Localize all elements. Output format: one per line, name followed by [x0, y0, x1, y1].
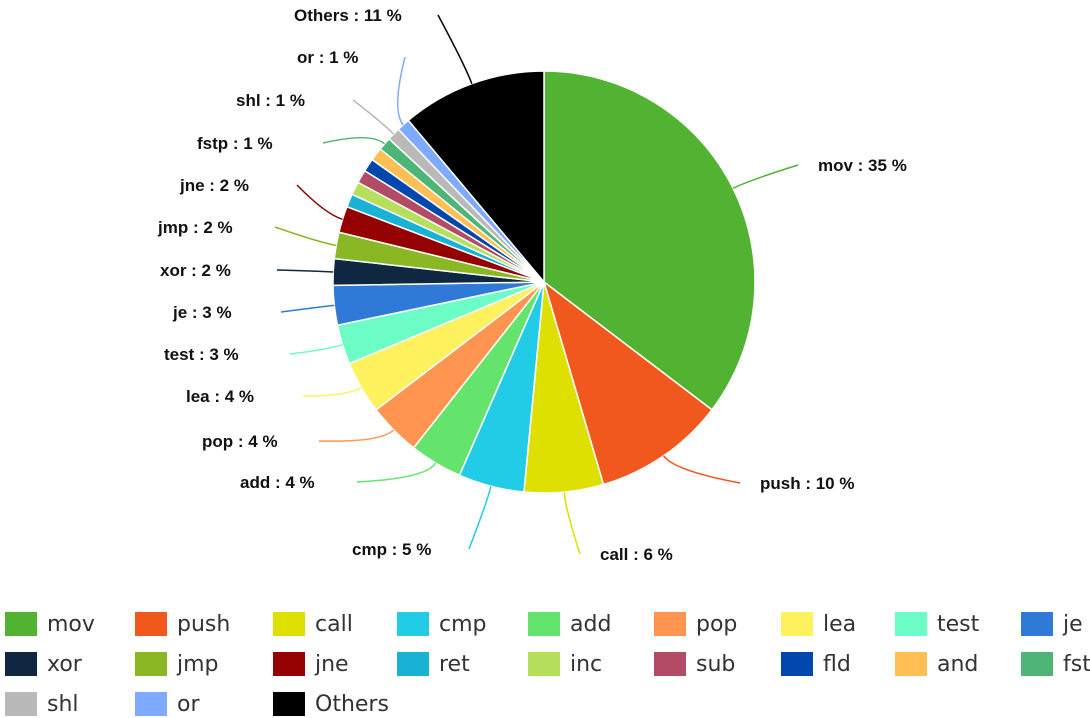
legend-item-push[interactable]: push [135, 610, 230, 638]
legend-swatch [397, 652, 429, 676]
legend-item-others[interactable]: Others [273, 690, 389, 718]
legend-item-sub[interactable]: sub [654, 650, 735, 678]
legend-label: push [177, 611, 231, 637]
legend-item-shl[interactable]: shl [5, 690, 79, 718]
legend-label: sub [696, 651, 736, 677]
legend-item-and[interactable]: and [895, 650, 978, 678]
slice-connector-call [563, 491, 581, 555]
legend-swatch [781, 612, 813, 636]
legend-item-pop[interactable]: pop [654, 610, 737, 638]
pie-slice-others [407, 70, 545, 285]
slice-connector-jmp [274, 226, 337, 247]
slice-label-lea: lea : 4 % [186, 387, 254, 406]
legend-label: test [937, 611, 980, 637]
legend-label: fld [823, 651, 851, 677]
legend-label: jmp [177, 651, 219, 677]
legend-item-ret[interactable]: ret [397, 650, 470, 678]
legend-item-jmp[interactable]: jmp [135, 650, 219, 678]
legend-label: or [177, 691, 200, 717]
slice-connector-fstp [322, 136, 385, 145]
legend-label: fstp [1063, 651, 1090, 677]
slice-label-add: add : 4 % [240, 473, 315, 492]
slice-connector-test [289, 343, 343, 355]
slice-connector-add [356, 462, 437, 483]
legend-swatch [895, 652, 927, 676]
legend-swatch [528, 612, 560, 636]
legend-swatch [528, 652, 560, 676]
legend-item-or[interactable]: or [135, 690, 200, 718]
slice-connector-je [280, 304, 335, 313]
slice-label-push: push : 10 % [760, 474, 854, 493]
legend-item-fstp[interactable]: fstp [1021, 650, 1090, 678]
slice-connector-others [437, 14, 473, 84]
legend-label: and [937, 651, 979, 677]
legend-swatch [273, 692, 305, 716]
slice-connector-mov [732, 164, 799, 189]
slice-connector-pop [318, 429, 395, 442]
legend-item-cmp[interactable]: cmp [397, 610, 487, 638]
slice-label-test: test : 3 % [164, 345, 239, 364]
legend-item-add[interactable]: add [528, 610, 611, 638]
slice-label-xor: xor : 2 % [160, 261, 231, 280]
legend-label: ret [439, 651, 470, 677]
legend-item-xor[interactable]: xor [5, 650, 82, 678]
legend-swatch [895, 612, 927, 636]
slice-connector-lea [302, 386, 362, 397]
legend-swatch [135, 692, 167, 716]
slice-label-cmp: cmp : 5 % [352, 540, 431, 559]
legend-item-jne[interactable]: jne [273, 650, 349, 678]
legend-swatch [135, 612, 167, 636]
legend-swatch [781, 652, 813, 676]
slice-connector-or [396, 56, 406, 126]
legend-swatch [397, 612, 429, 636]
legend-label: jne [315, 651, 349, 677]
legend-item-call[interactable]: call [273, 610, 353, 638]
pie-slice-mov [543, 70, 756, 411]
legend-swatch [273, 612, 305, 636]
legend-item-fld[interactable]: fld [781, 650, 851, 678]
slice-connector-push [662, 455, 741, 484]
legend-swatch [273, 652, 305, 676]
legend-item-je[interactable]: je [1021, 610, 1083, 638]
slice-label-jmp: jmp : 2 % [157, 218, 233, 237]
slice-label-call: call : 6 % [600, 545, 673, 564]
slice-label-shl: shl : 1 % [236, 91, 305, 110]
legend-swatch [5, 612, 37, 636]
legend-item-lea[interactable]: lea [781, 610, 856, 638]
slice-connector-shl [352, 99, 395, 135]
slice-label-mov: mov : 35 % [818, 156, 907, 175]
legend-swatch [5, 652, 37, 676]
slice-label-je: je : 3 % [172, 303, 232, 322]
legend-item-inc[interactable]: inc [528, 650, 602, 678]
legend-label: xor [47, 651, 82, 677]
slice-label-jne: jne : 2 % [179, 176, 249, 195]
slice-connector-jne [296, 184, 343, 221]
chart-legend: mov push call cmp add pop lea test je xor jmp jne re… [0, 604, 1090, 718]
pie-chart: mov : 35 % push : 10 % call : 6 % cmp : 5 %… [157, 6, 907, 564]
legend-swatch [654, 612, 686, 636]
legend-label: inc [570, 651, 603, 677]
slice-connector-xor [276, 269, 334, 273]
legend-label: je [1063, 611, 1083, 637]
legend-item-mov[interactable]: mov [5, 610, 95, 638]
slice-label-or: or : 1 % [297, 48, 358, 67]
slice-label-fstp: fstp : 1 % [197, 134, 273, 153]
legend-swatch [654, 652, 686, 676]
legend-swatch [1021, 652, 1053, 676]
legend-label: shl [47, 691, 79, 717]
legend-label: cmp [439, 611, 487, 637]
slice-connector-cmp [468, 486, 492, 550]
slice-label-others: Others : 11 % [294, 6, 402, 25]
legend-label: add [570, 611, 612, 637]
legend-item-test[interactable]: test [895, 610, 979, 638]
legend-label: lea [823, 611, 857, 637]
legend-swatch [5, 692, 37, 716]
legend-label: call [315, 611, 353, 637]
legend-label: Others [315, 691, 389, 717]
legend-swatch [1021, 612, 1053, 636]
legend-swatch [135, 652, 167, 676]
legend-label: mov [47, 611, 95, 637]
legend-label: pop [696, 611, 738, 637]
slice-label-pop: pop : 4 % [202, 432, 278, 451]
